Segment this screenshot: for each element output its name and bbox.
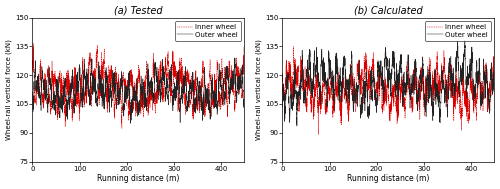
Title: (b) Calculated: (b) Calculated: [354, 5, 423, 15]
Y-axis label: Wheel-rail vertical force (kN): Wheel-rail vertical force (kN): [6, 39, 12, 140]
Inner wheel: [242, 58, 248, 61]
Inner wheel: [478, 93, 484, 96]
Outer wheel: [218, 77, 224, 79]
Title: (a) Tested: (a) Tested: [114, 5, 162, 15]
Outer wheel: [163, 93, 169, 95]
Inner wheel: [328, 88, 334, 90]
Inner wheel: [218, 97, 224, 100]
X-axis label: Running distance (m): Running distance (m): [97, 174, 180, 184]
Line: Inner wheel: Inner wheel: [32, 43, 244, 128]
Outer wheel: [491, 87, 497, 90]
Line: Outer wheel: Outer wheel: [282, 41, 494, 126]
Outer wheel: [128, 122, 134, 125]
Outer wheel: [78, 95, 84, 98]
Inner wheel: [78, 81, 84, 84]
Inner wheel: [316, 133, 322, 136]
Outer wheel: [179, 85, 185, 88]
Inner wheel: [468, 78, 473, 80]
Outer wheel: [429, 96, 435, 98]
Outer wheel: [468, 65, 473, 68]
Inner wheel: [491, 66, 497, 68]
Inner wheel: [179, 65, 185, 68]
Y-axis label: Wheel-rail vertical force (kN): Wheel-rail vertical force (kN): [256, 39, 262, 140]
Inner wheel: [413, 83, 419, 85]
Outer wheel: [280, 98, 285, 100]
Inner wheel: [241, 66, 247, 68]
Inner wheel: [280, 72, 285, 74]
Inner wheel: [30, 42, 36, 44]
Line: Outer wheel: Outer wheel: [32, 58, 244, 123]
Outer wheel: [413, 70, 419, 72]
Inner wheel: [290, 45, 296, 48]
Outer wheel: [328, 82, 334, 85]
Outer wheel: [492, 73, 498, 75]
Outer wheel: [241, 104, 247, 107]
Line: Inner wheel: Inner wheel: [282, 46, 494, 135]
Outer wheel: [228, 80, 234, 82]
Outer wheel: [242, 105, 248, 107]
Inner wheel: [30, 63, 36, 66]
Inner wheel: [163, 67, 169, 69]
Inner wheel: [492, 88, 498, 91]
Outer wheel: [478, 104, 484, 107]
Outer wheel: [294, 125, 300, 127]
X-axis label: Running distance (m): Running distance (m): [347, 174, 430, 184]
Legend: Inner wheel, Outer wheel: Inner wheel, Outer wheel: [424, 21, 491, 41]
Inner wheel: [119, 127, 125, 129]
Outer wheel: [462, 40, 468, 42]
Inner wheel: [228, 87, 234, 89]
Legend: Inner wheel, Outer wheel: Inner wheel, Outer wheel: [174, 21, 241, 41]
Outer wheel: [30, 94, 36, 96]
Outer wheel: [232, 57, 237, 59]
Inner wheel: [429, 105, 435, 107]
